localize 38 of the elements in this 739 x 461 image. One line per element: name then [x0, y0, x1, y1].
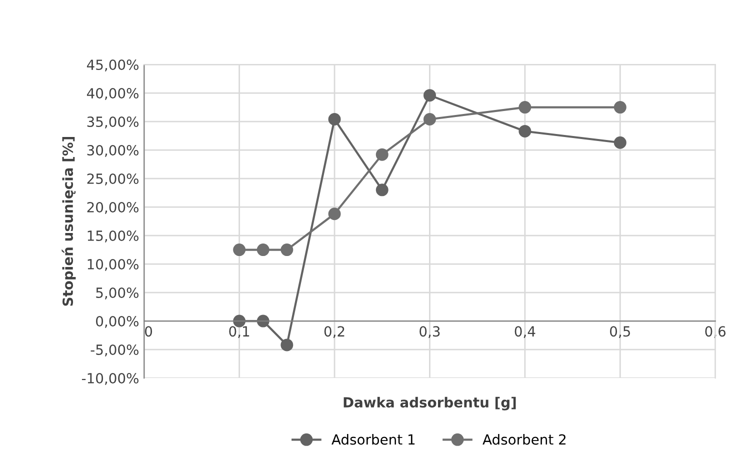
point — [328, 208, 341, 220]
legend-label: Adsorbent 2 — [482, 434, 566, 445]
x-tick-label: 0,5 — [610, 326, 630, 338]
point — [423, 89, 436, 102]
point — [233, 244, 246, 256]
point — [376, 148, 388, 161]
point — [328, 113, 341, 126]
y-tick-label: -5,00% — [90, 344, 138, 356]
y-tick-label: 20,00% — [87, 202, 138, 214]
point — [518, 101, 532, 114]
y-tick-label: 35,00% — [87, 116, 138, 128]
x-tick-label: 0,6 — [705, 326, 726, 338]
point — [423, 113, 436, 126]
y-tick-label: -10,00% — [82, 372, 138, 385]
x-tick-label: 0 — [145, 326, 152, 337]
y-tick-label: 5,00% — [96, 287, 138, 300]
y-axis-title: Stopień usunięcia [%] — [62, 136, 76, 306]
x-tick-label: 0,3 — [420, 326, 440, 338]
y-tick-label: 25,00% — [87, 174, 138, 186]
x-tick-label: 0,1 — [229, 326, 250, 338]
y-tick-label: 40,00% — [86, 88, 138, 100]
x-axis-title: Dawka adsorbentu [g] — [344, 396, 516, 410]
point — [256, 314, 270, 328]
point — [376, 184, 388, 196]
legend-label: Adsorbent 1 — [332, 434, 415, 445]
y-tick-label: 30,00% — [87, 145, 138, 157]
point — [614, 101, 626, 114]
x-tick-label: 0,4 — [514, 326, 536, 338]
point — [256, 244, 270, 256]
point — [518, 124, 532, 138]
point — [614, 136, 626, 149]
x-tick-label: 0,2 — [324, 326, 344, 338]
y-tick-label: 15,00% — [88, 230, 138, 242]
y-tick-label: 45,00% — [86, 60, 138, 72]
y-tick-label: 10,00% — [88, 258, 138, 271]
point — [280, 338, 294, 352]
point — [280, 244, 294, 256]
y-tick-label: 0,00% — [96, 316, 138, 328]
